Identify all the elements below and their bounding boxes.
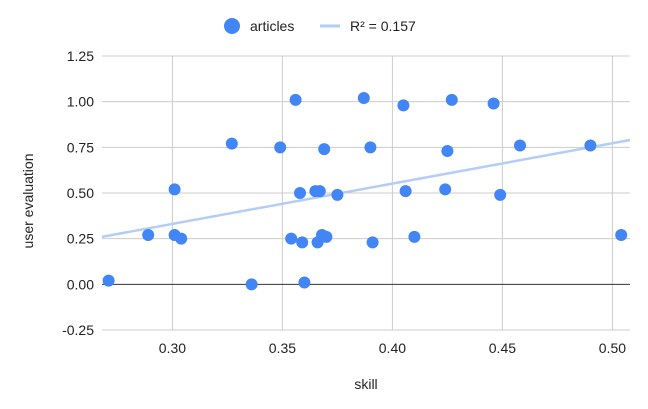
data-point [615, 229, 628, 242]
data-point [494, 188, 507, 201]
data-points [102, 92, 628, 291]
data-point [313, 185, 326, 198]
data-point [245, 278, 258, 291]
data-point [408, 230, 421, 243]
data-point [514, 139, 526, 152]
data-point [285, 232, 298, 245]
y-tick-label: -0.25 [62, 322, 94, 338]
data-point [294, 187, 306, 199]
data-point [366, 236, 379, 249]
x-axis-title: skill [354, 376, 377, 392]
data-point [168, 183, 181, 196]
data-point [441, 144, 454, 157]
data-point [487, 97, 500, 110]
x-tick-label: 0.40 [379, 340, 406, 356]
data-point [289, 93, 302, 106]
x-tick-label: 0.50 [599, 340, 626, 356]
data-point [175, 232, 188, 245]
data-point [225, 137, 238, 150]
data-point [439, 183, 452, 196]
legend-label-articles: articles [250, 18, 294, 34]
data-point [298, 276, 311, 289]
trendline [101, 138, 631, 239]
y-tick-label: 0.75 [67, 139, 94, 155]
data-point [102, 274, 115, 287]
data-point [318, 143, 331, 156]
data-point [584, 139, 597, 152]
y-tick-label: 0.00 [67, 276, 94, 292]
data-point [296, 236, 309, 249]
x-tick-label: 0.35 [269, 340, 296, 356]
y-axis-title: user evaluation [20, 154, 36, 249]
legend: articles R² = 0.157 [224, 18, 416, 34]
x-tick-label: 0.45 [489, 340, 516, 356]
x-tick-label: 0.30 [159, 340, 186, 356]
y-tick-label: 0.50 [67, 185, 94, 201]
y-tick-labels: -0.25 0.00 0.25 0.50 0.75 1.00 1.25 [62, 48, 94, 338]
y-tick-label: 1.00 [67, 94, 94, 110]
data-point [397, 99, 410, 112]
data-point [142, 229, 155, 242]
data-point [320, 230, 333, 243]
data-point [364, 141, 377, 154]
trendline-group [101, 138, 631, 239]
data-point [357, 92, 370, 105]
data-point [399, 185, 412, 198]
x-tick-labels: 0.30 0.35 0.40 0.45 0.50 [159, 340, 626, 356]
y-tick-label: 1.25 [67, 48, 94, 64]
y-tick-label: 0.25 [67, 231, 94, 247]
data-point [445, 93, 458, 106]
data-point [274, 141, 287, 154]
legend-label-trendline: R² = 0.157 [350, 18, 416, 34]
legend-marker-articles [224, 18, 240, 34]
data-point [331, 188, 344, 201]
